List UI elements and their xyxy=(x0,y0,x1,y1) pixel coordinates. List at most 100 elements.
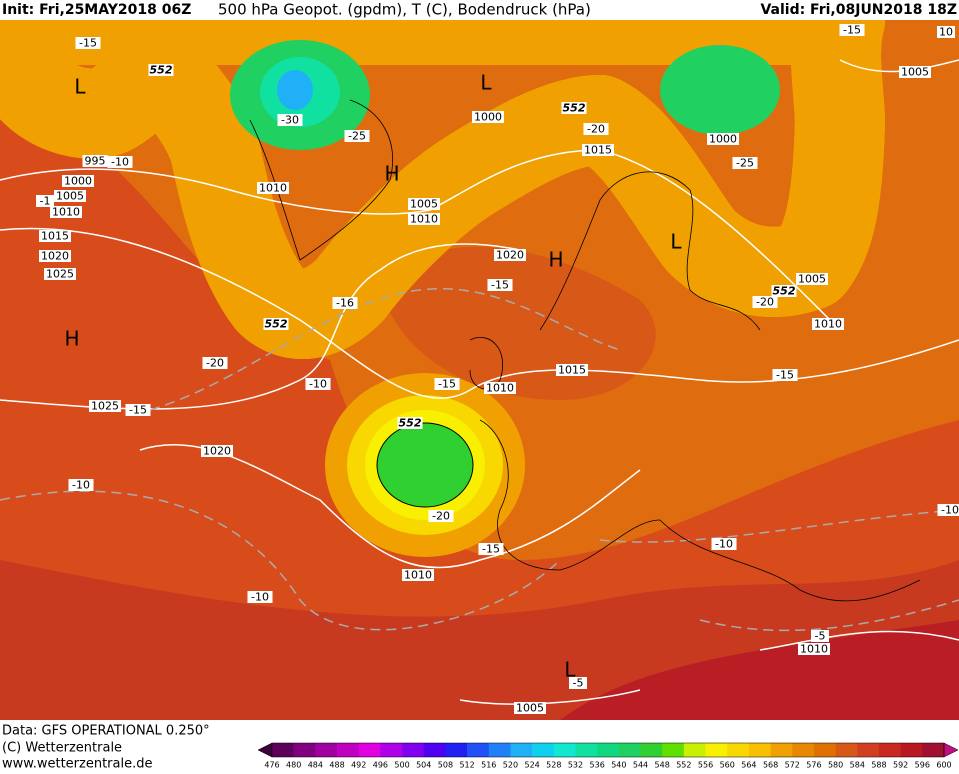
temperature-label: -20 xyxy=(432,510,450,523)
colorbar-tick-label: 532 xyxy=(568,761,583,770)
colorbar-tick-label: 504 xyxy=(416,761,431,770)
colorbar-tick-label: 596 xyxy=(915,761,930,770)
pressure-center: L xyxy=(670,230,682,254)
temperature-label: -15 xyxy=(79,37,97,50)
colorbar-tick-label: 576 xyxy=(806,761,821,770)
colorbar-tick-label: 560 xyxy=(720,761,735,770)
colorbar-tick-label: 488 xyxy=(329,761,344,770)
colorbar-tick-label: 540 xyxy=(611,761,626,770)
isobar-label: 552 xyxy=(265,318,288,331)
isobar-label: 1005 xyxy=(56,190,84,203)
colorbar-tick-label: 528 xyxy=(546,761,561,770)
colorbar-tick-label: 584 xyxy=(850,761,865,770)
temperature-label: -10 xyxy=(111,156,129,169)
cold-pool xyxy=(277,70,313,110)
colorbar-segment xyxy=(597,743,619,757)
colorbar-tick-label: 484 xyxy=(308,761,323,770)
temperature-label: -5 xyxy=(573,677,584,690)
temperature-label: -1 xyxy=(40,195,51,208)
colorbar-tick-label: 496 xyxy=(373,761,388,770)
colorbar-segment xyxy=(619,743,641,757)
colorbar-segment xyxy=(294,743,316,757)
temperature-label: -10 xyxy=(715,538,733,551)
colorbar-tick-label: 552 xyxy=(676,761,691,770)
footer-url: www.wetterzentrale.de xyxy=(2,757,152,771)
colorbar-tick-label: 512 xyxy=(459,761,474,770)
isobar-label: 1025 xyxy=(91,400,119,413)
isobar-label: 1010 xyxy=(52,206,80,219)
colorbar-tick-label: 536 xyxy=(590,761,605,770)
colorbar-tick-label: 480 xyxy=(286,761,301,770)
colorbar-segment xyxy=(575,743,597,757)
temperature-label: -15 xyxy=(482,543,500,556)
isobar-label: 1010 xyxy=(800,643,828,656)
temperature-label: -20 xyxy=(756,296,774,309)
isobar-label: 1005 xyxy=(901,66,929,79)
temperature-label: -25 xyxy=(736,157,754,170)
colorbar-segment xyxy=(532,743,554,757)
pressure-center: L xyxy=(74,75,86,99)
isobar-label: 1005 xyxy=(798,273,826,286)
isobar-label: 1015 xyxy=(41,230,69,243)
colorbar-tick-label: 572 xyxy=(785,761,800,770)
pressure-center: L xyxy=(480,71,492,95)
colorbar-segment xyxy=(337,743,359,757)
isobar-label: 1015 xyxy=(558,364,586,377)
cut-off-low xyxy=(325,373,525,557)
isobar-label: 995 xyxy=(85,155,106,168)
colorbar-tick-label: 524 xyxy=(524,761,539,770)
colorbar-segment xyxy=(554,743,576,757)
colorbar-tick-label: 564 xyxy=(741,761,756,770)
colorbar-tick-label: 548 xyxy=(655,761,670,770)
isobar-label: 1015 xyxy=(584,144,612,157)
colorbar-tick-label: 492 xyxy=(351,761,366,770)
colorbar-tick-label: 568 xyxy=(763,761,778,770)
temperature-label: -25 xyxy=(348,130,366,143)
colorbar-segment xyxy=(402,743,424,757)
temperature-label: -20 xyxy=(206,357,224,370)
colorbar-tick-label: 556 xyxy=(698,761,713,770)
isobar-label: 552 xyxy=(563,102,586,115)
colorbar-end xyxy=(944,743,958,757)
colorbar-segment xyxy=(315,743,337,757)
footer-copyright: (C) Wetterzentrale xyxy=(2,741,122,756)
colorbar-segment xyxy=(792,743,814,757)
isobar-label: 1000 xyxy=(474,111,502,124)
isobar-label: 1010 xyxy=(410,213,438,226)
pressure-center: H xyxy=(384,162,399,186)
colorbar-segment xyxy=(879,743,901,757)
colorbar-segment xyxy=(489,743,511,757)
colorbar-segment xyxy=(857,743,879,757)
temperature-label: -10 xyxy=(309,378,327,391)
temperature-label: -20 xyxy=(587,123,605,136)
colorbar-tick-label: 520 xyxy=(503,761,518,770)
temperature-label: -30 xyxy=(281,114,299,127)
temperature-label: -10 xyxy=(941,504,959,517)
colorbar-tick-label: 476 xyxy=(264,761,279,770)
valid-time: Valid: Fri,08JUN2018 18Z xyxy=(760,2,957,18)
init-time: Init: Fri,25MAY2018 06Z xyxy=(2,2,191,18)
colorbar-segment xyxy=(380,743,402,757)
temperature-label: -15 xyxy=(776,369,794,382)
temperature-label: -15 xyxy=(843,24,861,37)
colorbar-segment xyxy=(749,743,771,757)
colorbar-segment xyxy=(922,743,944,757)
temperature-label: -16 xyxy=(336,297,354,310)
pressure-center: H xyxy=(548,248,563,272)
colorbar-segment xyxy=(510,743,532,757)
colorbar-tick-label: 592 xyxy=(893,761,908,770)
colorbar-end xyxy=(258,743,272,757)
temperature-label: -15 xyxy=(491,279,509,292)
colorbar-tick-label: 544 xyxy=(633,761,648,770)
temperature-label: -10 xyxy=(251,591,269,604)
isobar-label: 10 xyxy=(939,26,953,39)
colorbar-segment xyxy=(445,743,467,757)
colorbar-tick-label: 600 xyxy=(936,761,951,770)
isobar-label: 552 xyxy=(399,417,422,430)
temperature-label: -5 xyxy=(815,630,826,643)
colorbar-tick-label: 500 xyxy=(394,761,409,770)
colorbar-segment xyxy=(359,743,381,757)
colorbar-tick-label: 580 xyxy=(828,761,843,770)
colorbar-segment xyxy=(424,743,446,757)
